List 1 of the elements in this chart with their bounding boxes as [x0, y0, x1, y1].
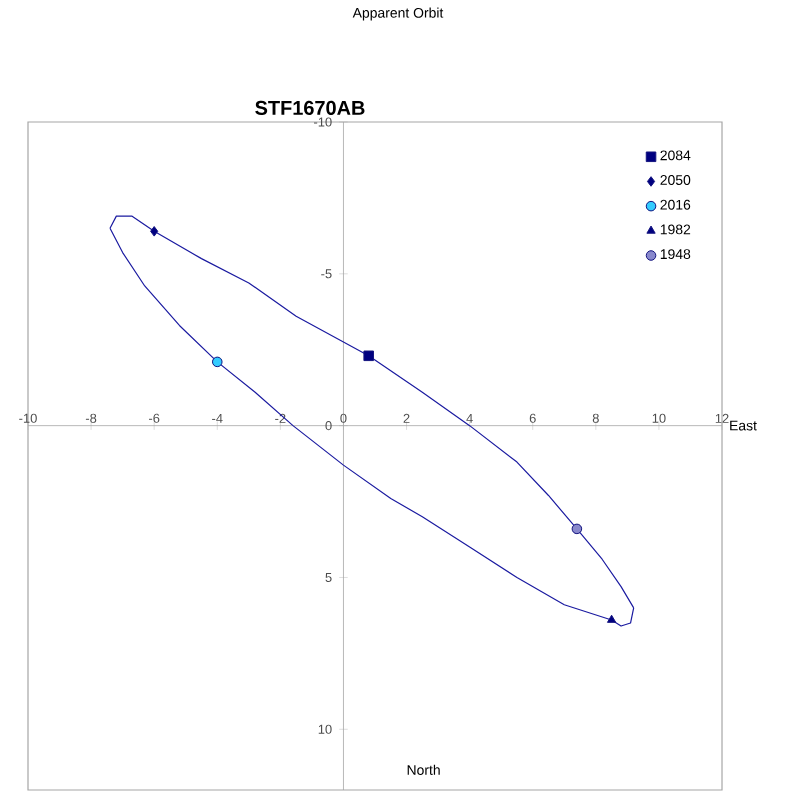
chart-subtitle: STF1670AB — [255, 100, 365, 115]
